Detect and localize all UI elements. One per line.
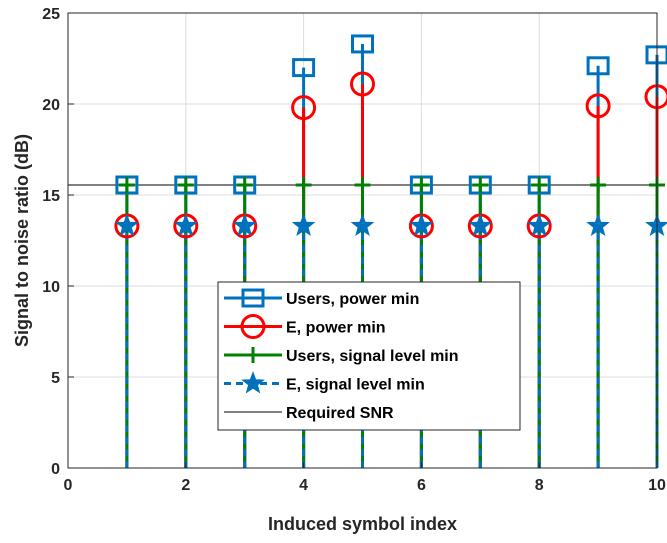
y-tick-label: 20 [42, 97, 60, 114]
marker-square [586, 56, 610, 76]
marker-plus [177, 176, 194, 193]
x-tick-label: 2 [181, 477, 190, 494]
marker-star [350, 213, 375, 237]
marker-star [173, 213, 198, 237]
marker-square [292, 58, 316, 78]
marker-star [527, 213, 552, 237]
legend-entry-label: Users, signal level min [286, 348, 459, 365]
y-tick-label: 10 [42, 279, 60, 296]
y-tick-label: 15 [42, 188, 60, 205]
legend-entry-label: E, signal level min [286, 377, 425, 394]
legend: Users, power min E, power min Users, signa… [217, 281, 521, 431]
marker-plus [354, 176, 371, 193]
legend-marker-circle [240, 314, 266, 339]
y-tick-label: 5 [51, 370, 60, 387]
marker-plus [295, 176, 312, 193]
marker-circle [585, 93, 611, 119]
ticks: 0 2 4 6 8 10 0 5 10 15 20 25 [42, 6, 666, 494]
marker-star [115, 213, 139, 237]
marker-plus [472, 176, 489, 193]
axes-box [67, 12, 658, 469]
x-tick-label: 4 [299, 477, 308, 494]
y-tick-label: 0 [51, 461, 60, 478]
x-tick-label: 8 [535, 477, 544, 494]
marker-plus [413, 176, 430, 193]
marker-star [291, 213, 316, 237]
legend-marker-star [241, 371, 265, 394]
x-tick-label: 0 [64, 477, 73, 494]
marker-circle [350, 71, 375, 97]
marker-plus [590, 176, 607, 193]
markers [114, 34, 667, 239]
marker-plus [236, 176, 253, 193]
marker-plus [118, 176, 135, 193]
legend-entry-label: Required SNR [286, 405, 394, 422]
legend-entry-label: Users, power min [286, 291, 419, 308]
marker-star [586, 213, 610, 237]
x-axis-label: Induced symbol index [268, 514, 457, 534]
marker-square [351, 34, 374, 54]
y-tick-label: 25 [42, 6, 60, 23]
legend-marker-square [241, 288, 265, 308]
marker-star [232, 213, 257, 237]
x-tick-label: 10 [648, 477, 666, 494]
marker-circle [291, 95, 317, 121]
y-axis-label: Signal to noise ratio (dB) [12, 134, 32, 347]
legend-entry-label: E, power min [286, 320, 386, 337]
legend-marker-plus [245, 347, 261, 363]
marker-star [468, 213, 493, 237]
marker-plus [531, 176, 548, 193]
marker-star [409, 213, 434, 237]
x-tick-label: 6 [417, 477, 426, 494]
